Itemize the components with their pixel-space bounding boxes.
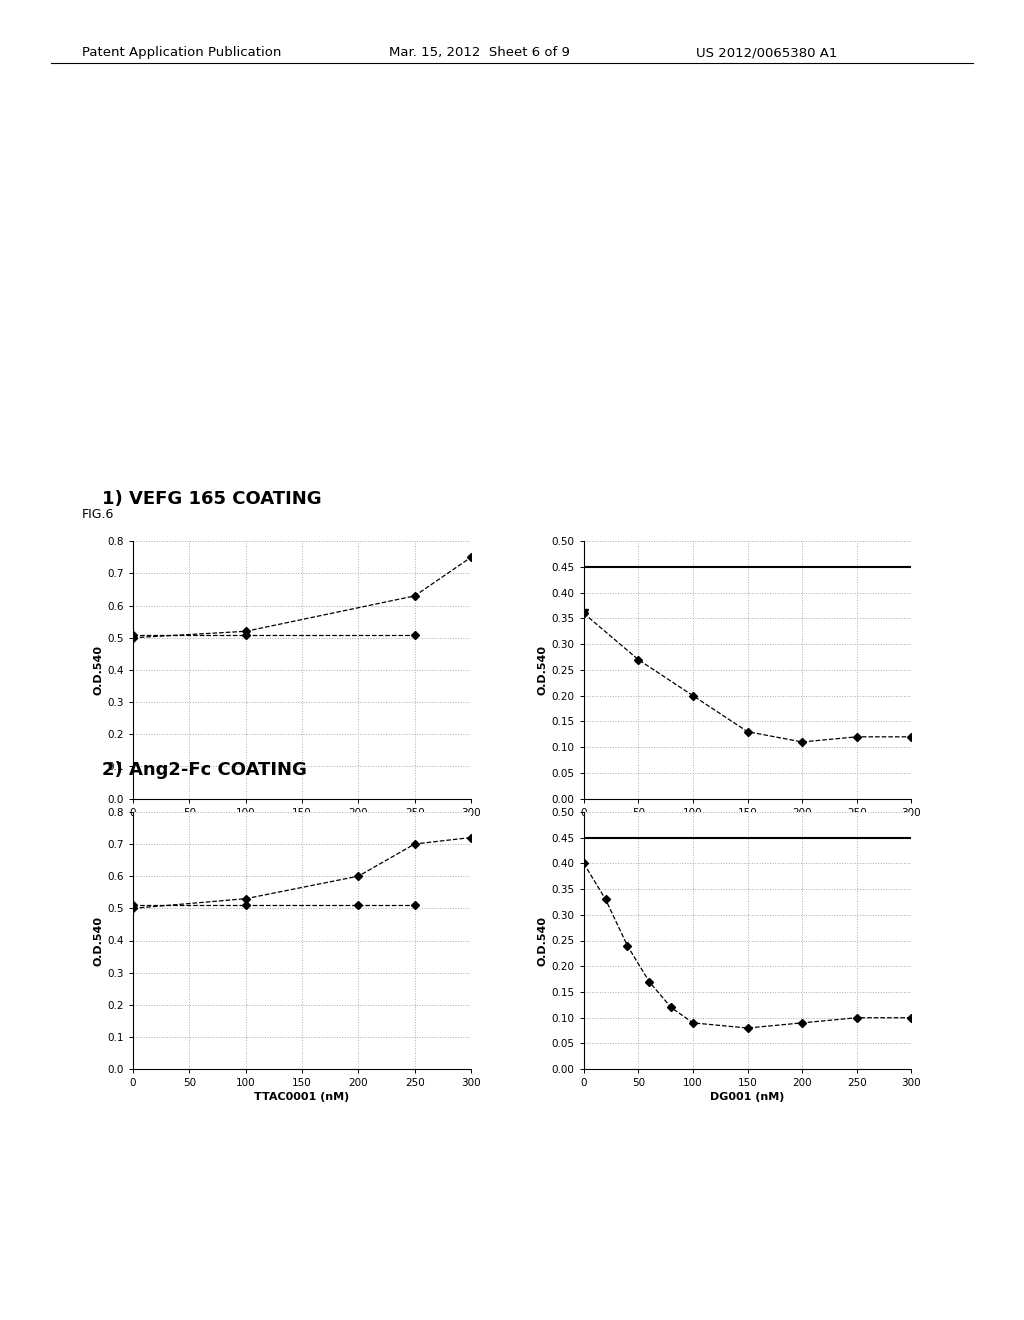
Text: 1) VEFG 165 COATING: 1) VEFG 165 COATING [102,490,322,508]
Y-axis label: O.D.540: O.D.540 [538,645,548,694]
Text: 2) Ang2-Fc COATING: 2) Ang2-Fc COATING [102,760,307,779]
X-axis label: DG001 (nM): DG001 (nM) [711,1093,784,1102]
Text: Mar. 15, 2012  Sheet 6 of 9: Mar. 15, 2012 Sheet 6 of 9 [389,46,570,59]
Text: Patent Application Publication: Patent Application Publication [82,46,282,59]
Y-axis label: O.D.540: O.D.540 [93,916,103,965]
X-axis label: DG001 (nM): DG001 (nM) [711,822,784,832]
Text: FIG.6: FIG.6 [82,508,115,521]
Y-axis label: O.D.540: O.D.540 [93,645,103,694]
X-axis label: TTAC0001 (nM): TTAC0001 (nM) [254,822,350,832]
Y-axis label: O.D.540: O.D.540 [538,916,548,965]
Text: US 2012/0065380 A1: US 2012/0065380 A1 [696,46,838,59]
X-axis label: TTAC0001 (nM): TTAC0001 (nM) [254,1093,350,1102]
